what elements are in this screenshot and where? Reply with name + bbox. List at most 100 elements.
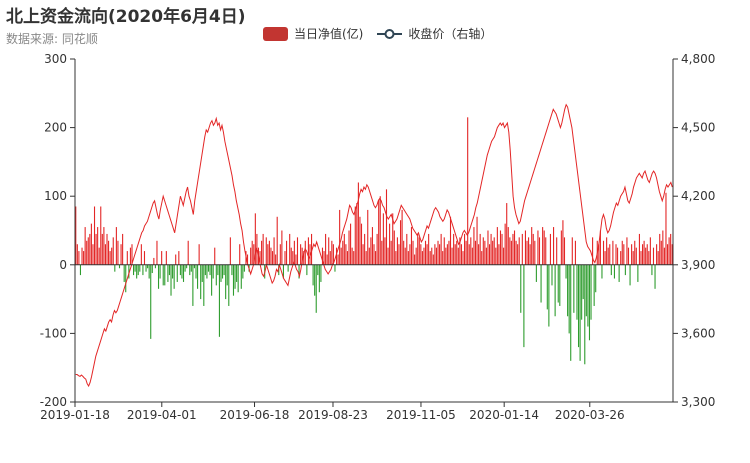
bar-147 [304, 240, 306, 265]
y-left-tick-label-5: 300 [44, 52, 67, 66]
bar-194 [378, 199, 380, 265]
bar-51 [154, 264, 156, 269]
bar-260 [481, 251, 483, 265]
bar-249 [464, 233, 466, 265]
bar-133 [282, 264, 284, 279]
bar-369 [651, 264, 653, 276]
bar-100 [231, 264, 233, 276]
bar-95 [223, 264, 225, 276]
bar-169 [339, 209, 341, 265]
bar-375 [660, 240, 662, 265]
bar-113 [251, 240, 253, 265]
bar-15 [98, 247, 100, 265]
x-tick-label-4: 2019-11-05 [386, 408, 456, 422]
bar-341 [607, 247, 609, 265]
bar-211 [404, 247, 406, 265]
bar-282 [515, 240, 517, 265]
bar-50 [153, 257, 155, 265]
bar-161 [326, 254, 328, 265]
bar-333 [595, 264, 597, 293]
bar-322 [577, 264, 580, 348]
legend-item-close-price[interactable]: 收盘价（右轴） [377, 25, 492, 42]
bar-280 [512, 233, 514, 265]
bar-321 [576, 264, 578, 320]
legend[interactable]: 当日净值(亿) 收盘价（右轴） [263, 25, 506, 42]
legend-item-net-flow[interactable]: 当日净值(亿) [263, 25, 363, 42]
bar-3 [79, 264, 82, 276]
bar-269 [495, 247, 497, 265]
bar-318 [571, 237, 573, 265]
bar-330 [590, 264, 592, 320]
bar-9 [89, 233, 91, 265]
bar-368 [649, 237, 651, 265]
bar-378 [665, 192, 667, 265]
bar-47 [148, 264, 150, 279]
bar-320 [574, 240, 576, 265]
bar-182 [359, 216, 361, 265]
bar-85 [207, 264, 210, 272]
bar-52 [156, 240, 158, 265]
bar-180 [356, 203, 358, 265]
bar-192 [375, 251, 377, 265]
bar-274 [503, 247, 505, 265]
bar-48 [150, 264, 152, 339]
bar-300 [543, 230, 545, 265]
bar-365 [645, 247, 647, 265]
legend-line-swatch [377, 28, 403, 39]
bar-303 [548, 264, 550, 327]
bar-143 [298, 264, 300, 279]
bar-267 [492, 240, 494, 265]
bar-262 [484, 240, 486, 265]
bar-283 [517, 244, 519, 265]
bar-26 [115, 227, 117, 265]
bar-39 [136, 264, 138, 279]
bar-115 [254, 213, 256, 265]
bar-74 [190, 264, 192, 272]
bar-66 [178, 251, 180, 265]
bar-170 [340, 247, 342, 265]
bar-340 [606, 237, 608, 265]
bar-239 [448, 240, 450, 265]
bar-257 [476, 216, 478, 265]
bar-176 [350, 223, 352, 265]
bar-167 [335, 247, 338, 265]
bar-146 [303, 251, 305, 265]
bar-23 [111, 247, 113, 265]
bar-367 [648, 251, 650, 265]
bar-268 [493, 237, 495, 265]
bar-190 [371, 227, 373, 265]
bar-306 [553, 227, 555, 265]
y-right-tick-label-4: 4,500 [681, 121, 715, 135]
x-tick-label-2: 2019-06-18 [220, 408, 290, 422]
bar-183 [360, 223, 363, 265]
bar-289 [526, 240, 528, 265]
bar-54 [159, 264, 161, 279]
bar-230 [434, 244, 436, 265]
bar-164 [331, 240, 333, 265]
bar-319 [573, 264, 575, 313]
bar-307 [554, 264, 556, 317]
bar-294 [534, 240, 536, 265]
bar-118 [259, 251, 261, 265]
bar-103 [236, 264, 238, 282]
bar-228 [431, 247, 433, 265]
bar-188 [368, 247, 370, 265]
bar-32 [125, 264, 127, 293]
bar-237 [445, 247, 447, 265]
bar-221 [420, 244, 422, 265]
bar-315 [567, 264, 569, 317]
bar-242 [453, 233, 455, 265]
bar-186 [365, 251, 367, 265]
bar-96 [225, 264, 227, 300]
bar-57 [164, 264, 166, 286]
bar-13 [95, 233, 97, 265]
x-tick-label-0: 2019-01-18 [40, 408, 110, 422]
bar-276 [506, 203, 508, 265]
legend-bar-swatch [263, 26, 288, 41]
bar-101 [232, 264, 235, 296]
chart-title: 北上资金流向(2020年6月4日) [6, 7, 246, 27]
bar-87 [211, 264, 213, 296]
bar-0 [75, 206, 77, 265]
bar-331 [592, 237, 594, 265]
bar-65 [176, 264, 178, 282]
